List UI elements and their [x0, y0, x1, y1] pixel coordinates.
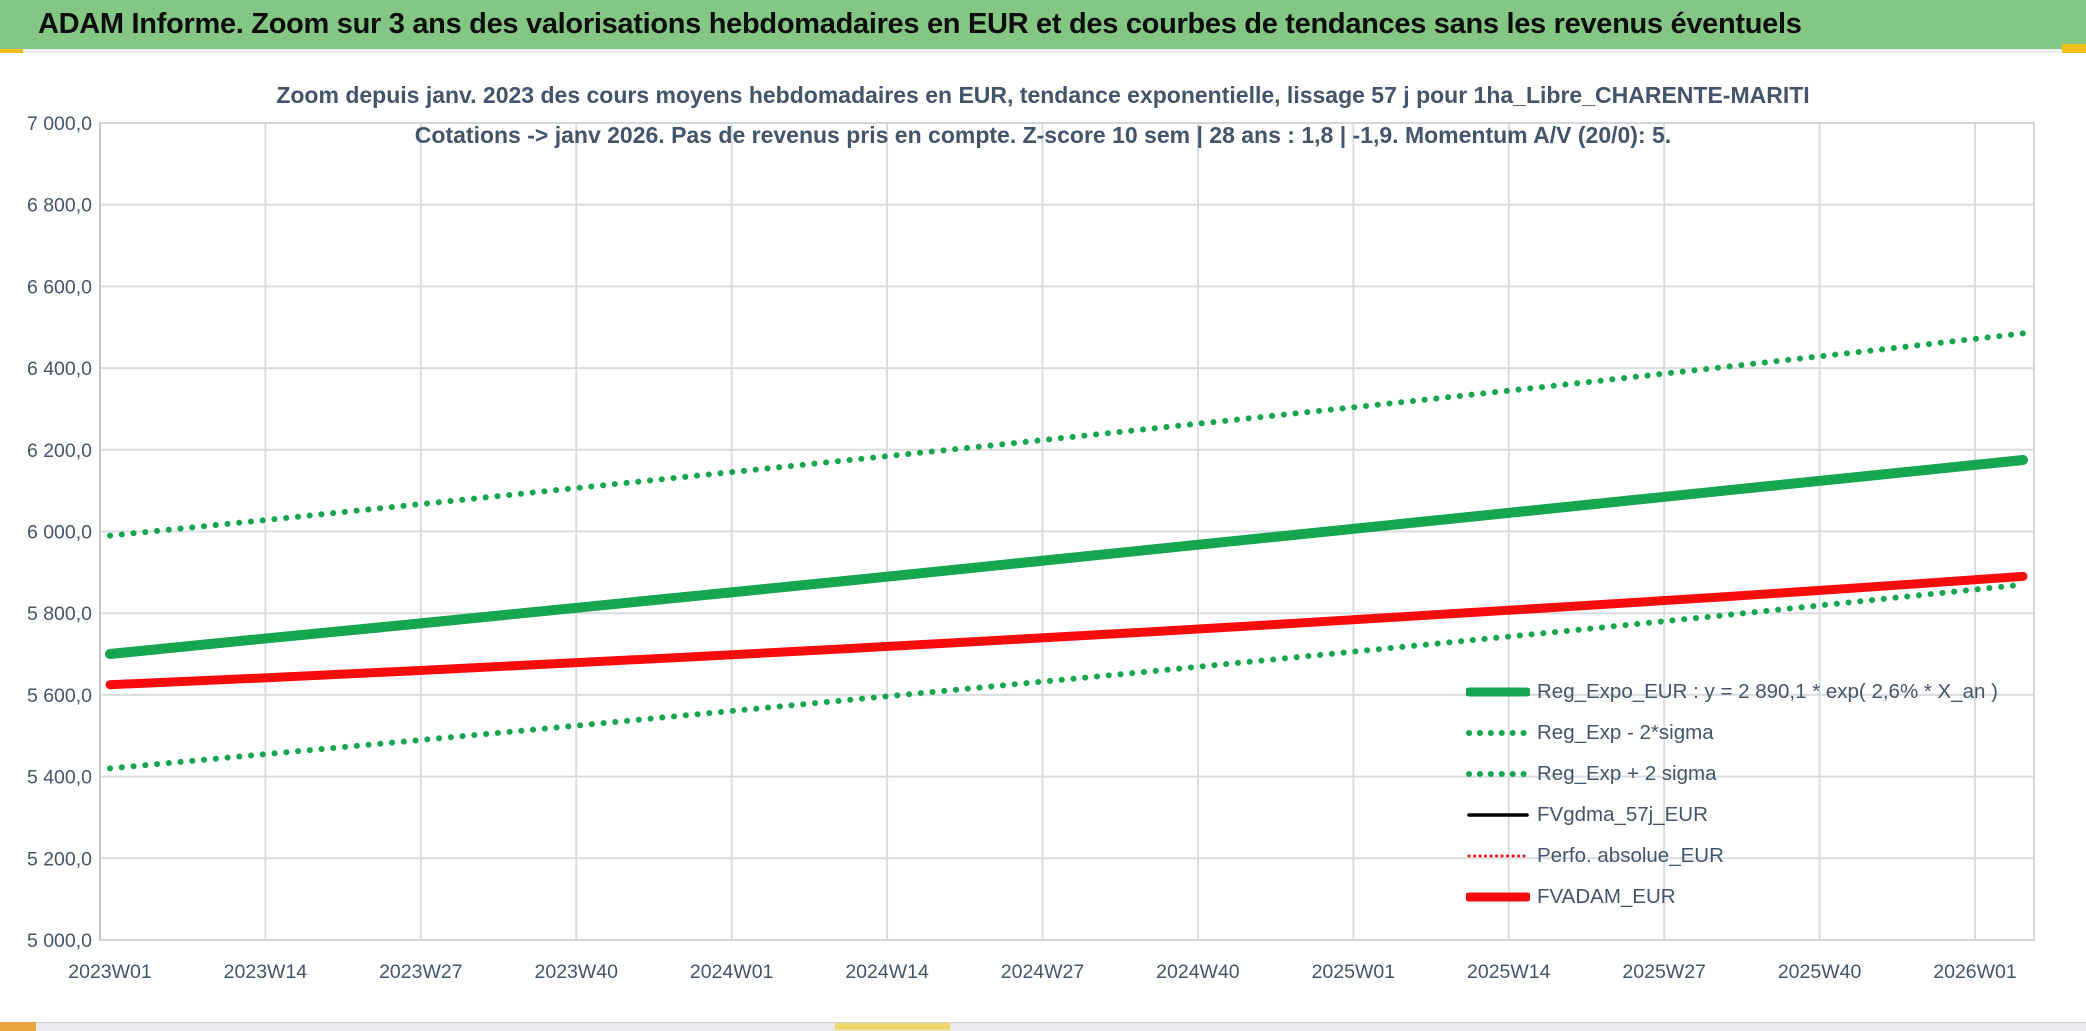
- y-axis-tick-label: 7 000,0: [27, 113, 92, 135]
- legend-item-reg-exp-minus-2sigma[interactable]: Reg_Exp - 2*sigma: [1466, 712, 1998, 753]
- legend-swatch-fvadam-eur: [1466, 892, 1530, 901]
- bottom-scroll-strip[interactable]: [0, 1022, 2086, 1031]
- y-axis-tick-label: 6 000,0: [27, 522, 92, 544]
- chart-legend: Reg_Expo_EUR : y = 2 890,1 * exp( 2,6% *…: [1466, 671, 1998, 917]
- report-title: ADAM Informe. Zoom sur 3 ans des valoris…: [38, 8, 1802, 40]
- bottom-left-accent: [0, 1022, 36, 1031]
- x-axis-tick-label: 2023W27: [379, 961, 462, 983]
- legend-label-reg-expo-eur: Reg_Expo_EUR : y = 2 890,1 * exp( 2,6% *…: [1537, 679, 1998, 703]
- x-axis-tick-label: 2023W14: [224, 961, 308, 983]
- legend-label-reg-exp-minus-2sigma: Reg_Exp - 2*sigma: [1537, 720, 1714, 744]
- x-axis-tick-label: 2023W01: [68, 961, 151, 983]
- report-header-bar: ADAM Informe. Zoom sur 3 ans des valoris…: [0, 0, 2086, 49]
- legend-label-fvgdma-57j-eur: FVgdma_57j_EUR: [1537, 802, 1708, 826]
- bottom-scroll-thumb[interactable]: [835, 1023, 950, 1030]
- chart-title-line-1: Zoom depuis janv. 2023 des cours moyens …: [276, 82, 1810, 108]
- legend-swatch-reg-exp-minus-2sigma: [1466, 729, 1530, 736]
- legend-item-perfo-absolue-eur[interactable]: Perfo. absolue_EUR: [1466, 835, 1998, 876]
- x-axis-tick-label: 2024W27: [1001, 961, 1084, 983]
- series-line-reg-expo-eur: [105, 455, 2028, 659]
- legend-label-perfo-absolue-eur: Perfo. absolue_EUR: [1537, 843, 1724, 867]
- legend-item-fvadam-eur[interactable]: FVADAM_EUR: [1466, 876, 1998, 917]
- series-line-fvadam-eur: [105, 571, 2028, 690]
- legend-label-reg-exp-plus-2sigma: Reg_Exp + 2 sigma: [1537, 761, 1717, 785]
- y-axis-tick-label: 5 000,0: [27, 930, 92, 952]
- legend-swatch-fvgdma-57j-eur: [1467, 812, 1529, 817]
- legend-item-reg-expo-eur[interactable]: Reg_Expo_EUR : y = 2 890,1 * exp( 2,6% *…: [1466, 671, 1998, 712]
- y-axis-tick-label: 5 400,0: [27, 767, 92, 789]
- series-line-reg-exp-plus-2sigma: [107, 330, 2026, 539]
- x-axis-tick-label: 2025W27: [1622, 961, 1705, 983]
- x-axis-tick-label: 2024W01: [690, 961, 773, 983]
- y-axis-tick-label: 5 200,0: [27, 848, 92, 870]
- legend-item-fvgdma-57j-eur[interactable]: FVgdma_57j_EUR: [1466, 794, 1998, 835]
- chart-title-line-2: Cotations -> janv 2026. Pas de revenus p…: [414, 122, 1672, 148]
- y-axis-tick-label: 5 600,0: [27, 685, 92, 707]
- legend-swatch-reg-expo-eur: [1466, 687, 1530, 696]
- y-axis-tick-label: 6 400,0: [27, 358, 92, 380]
- x-axis-tick-label: 2025W01: [1312, 961, 1395, 983]
- x-axis-tick-label: 2024W14: [845, 961, 929, 983]
- y-axis-tick-label: 6 800,0: [27, 195, 92, 217]
- legend-label-fvadam-eur: FVADAM_EUR: [1537, 884, 1676, 908]
- series-line-reg-exp-minus-2sigma: [107, 581, 2026, 772]
- x-axis-tick-label: 2025W40: [1778, 961, 1862, 983]
- y-axis-tick-label: 6 600,0: [27, 276, 92, 298]
- x-axis-tick-label: 2024W40: [1156, 961, 1240, 983]
- x-axis-tick-label: 2026W01: [1933, 961, 2016, 983]
- y-axis-tick-label: 6 200,0: [27, 440, 92, 462]
- header-divider: [0, 49, 2086, 53]
- left-accent-mark: [0, 49, 23, 56]
- x-axis-tick-label: 2023W40: [535, 961, 619, 983]
- legend-swatch-reg-exp-plus-2sigma: [1466, 770, 1530, 777]
- legend-swatch-perfo-absolue-eur: [1467, 854, 1529, 857]
- legend-item-reg-exp-plus-2sigma[interactable]: Reg_Exp + 2 sigma: [1466, 753, 1998, 794]
- x-axis-tick-label: 2025W14: [1467, 961, 1551, 983]
- y-axis-tick-label: 5 800,0: [27, 603, 92, 625]
